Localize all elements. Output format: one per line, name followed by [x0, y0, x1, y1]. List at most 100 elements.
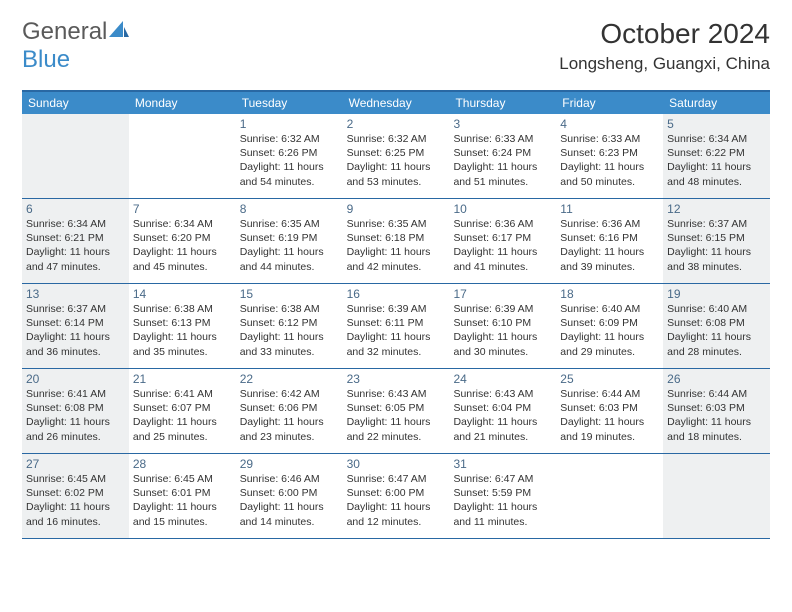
sunrise-text: Sunrise: 6:41 AM	[26, 387, 125, 401]
sunrise-text: Sunrise: 6:43 AM	[347, 387, 446, 401]
sunset-text: Sunset: 6:08 PM	[667, 316, 766, 330]
sunset-text: Sunset: 6:00 PM	[347, 486, 446, 500]
daylight-text: Daylight: 11 hours and 23 minutes.	[240, 415, 339, 443]
day-info: Sunrise: 6:32 AMSunset: 6:25 PMDaylight:…	[347, 132, 446, 189]
day-number: 13	[26, 287, 125, 301]
daylight-text: Daylight: 11 hours and 36 minutes.	[26, 330, 125, 358]
sunrise-text: Sunrise: 6:37 AM	[26, 302, 125, 316]
day-cell: 9Sunrise: 6:35 AMSunset: 6:18 PMDaylight…	[343, 199, 450, 283]
day-header: Monday	[129, 92, 236, 114]
day-info: Sunrise: 6:37 AMSunset: 6:15 PMDaylight:…	[667, 217, 766, 274]
daylight-text: Daylight: 11 hours and 54 minutes.	[240, 160, 339, 188]
sunset-text: Sunset: 6:10 PM	[453, 316, 552, 330]
day-number: 11	[560, 202, 659, 216]
day-cell: 22Sunrise: 6:42 AMSunset: 6:06 PMDayligh…	[236, 369, 343, 453]
sunset-text: Sunset: 6:00 PM	[240, 486, 339, 500]
day-cell: 17Sunrise: 6:39 AMSunset: 6:10 PMDayligh…	[449, 284, 556, 368]
sunset-text: Sunset: 6:01 PM	[133, 486, 232, 500]
day-header: Tuesday	[236, 92, 343, 114]
sunset-text: Sunset: 6:03 PM	[667, 401, 766, 415]
day-cell: 30Sunrise: 6:47 AMSunset: 6:00 PMDayligh…	[343, 454, 450, 538]
location: Longsheng, Guangxi, China	[559, 54, 770, 74]
sunrise-text: Sunrise: 6:35 AM	[347, 217, 446, 231]
logo: GeneralBlue	[22, 18, 129, 74]
sunset-text: Sunset: 6:07 PM	[133, 401, 232, 415]
week-row: 6Sunrise: 6:34 AMSunset: 6:21 PMDaylight…	[22, 199, 770, 284]
day-info: Sunrise: 6:34 AMSunset: 6:21 PMDaylight:…	[26, 217, 125, 274]
sunrise-text: Sunrise: 6:45 AM	[26, 472, 125, 486]
sunrise-text: Sunrise: 6:32 AM	[347, 132, 446, 146]
day-info: Sunrise: 6:39 AMSunset: 6:11 PMDaylight:…	[347, 302, 446, 359]
day-number: 24	[453, 372, 552, 386]
day-number: 5	[667, 117, 766, 131]
day-info: Sunrise: 6:47 AMSunset: 5:59 PMDaylight:…	[453, 472, 552, 529]
day-cell: 28Sunrise: 6:45 AMSunset: 6:01 PMDayligh…	[129, 454, 236, 538]
day-number: 19	[667, 287, 766, 301]
day-number: 28	[133, 457, 232, 471]
day-header: Thursday	[449, 92, 556, 114]
day-number: 2	[347, 117, 446, 131]
daylight-text: Daylight: 11 hours and 16 minutes.	[26, 500, 125, 528]
sunrise-text: Sunrise: 6:32 AM	[240, 132, 339, 146]
sunset-text: Sunset: 6:04 PM	[453, 401, 552, 415]
sunrise-text: Sunrise: 6:46 AM	[240, 472, 339, 486]
sunrise-text: Sunrise: 6:38 AM	[240, 302, 339, 316]
day-cell: 19Sunrise: 6:40 AMSunset: 6:08 PMDayligh…	[663, 284, 770, 368]
day-header: Saturday	[663, 92, 770, 114]
day-number: 31	[453, 457, 552, 471]
daylight-text: Daylight: 11 hours and 50 minutes.	[560, 160, 659, 188]
week-row: 1Sunrise: 6:32 AMSunset: 6:26 PMDaylight…	[22, 114, 770, 199]
day-number: 25	[560, 372, 659, 386]
daylight-text: Daylight: 11 hours and 42 minutes.	[347, 245, 446, 273]
day-header: Sunday	[22, 92, 129, 114]
day-number: 3	[453, 117, 552, 131]
sunset-text: Sunset: 6:11 PM	[347, 316, 446, 330]
day-info: Sunrise: 6:36 AMSunset: 6:16 PMDaylight:…	[560, 217, 659, 274]
day-cell: 20Sunrise: 6:41 AMSunset: 6:08 PMDayligh…	[22, 369, 129, 453]
day-info: Sunrise: 6:34 AMSunset: 6:22 PMDaylight:…	[667, 132, 766, 189]
daylight-text: Daylight: 11 hours and 29 minutes.	[560, 330, 659, 358]
day-cell: 23Sunrise: 6:43 AMSunset: 6:05 PMDayligh…	[343, 369, 450, 453]
day-number: 15	[240, 287, 339, 301]
daylight-text: Daylight: 11 hours and 41 minutes.	[453, 245, 552, 273]
sunrise-text: Sunrise: 6:47 AM	[453, 472, 552, 486]
day-number: 12	[667, 202, 766, 216]
daylight-text: Daylight: 11 hours and 47 minutes.	[26, 245, 125, 273]
day-cell: 14Sunrise: 6:38 AMSunset: 6:13 PMDayligh…	[129, 284, 236, 368]
day-cell: 7Sunrise: 6:34 AMSunset: 6:20 PMDaylight…	[129, 199, 236, 283]
day-cell: 16Sunrise: 6:39 AMSunset: 6:11 PMDayligh…	[343, 284, 450, 368]
day-number: 29	[240, 457, 339, 471]
day-cell: 15Sunrise: 6:38 AMSunset: 6:12 PMDayligh…	[236, 284, 343, 368]
day-number: 9	[347, 202, 446, 216]
day-number: 30	[347, 457, 446, 471]
sunset-text: Sunset: 6:19 PM	[240, 231, 339, 245]
day-cell: 13Sunrise: 6:37 AMSunset: 6:14 PMDayligh…	[22, 284, 129, 368]
sunrise-text: Sunrise: 6:33 AM	[560, 132, 659, 146]
sunrise-text: Sunrise: 6:39 AM	[347, 302, 446, 316]
daylight-text: Daylight: 11 hours and 22 minutes.	[347, 415, 446, 443]
empty-cell	[556, 454, 663, 538]
daylight-text: Daylight: 11 hours and 32 minutes.	[347, 330, 446, 358]
sunset-text: Sunset: 6:14 PM	[26, 316, 125, 330]
daylight-text: Daylight: 11 hours and 26 minutes.	[26, 415, 125, 443]
empty-cell	[22, 114, 129, 198]
sunset-text: Sunset: 6:06 PM	[240, 401, 339, 415]
sunrise-text: Sunrise: 6:40 AM	[667, 302, 766, 316]
sunrise-text: Sunrise: 6:44 AM	[667, 387, 766, 401]
daylight-text: Daylight: 11 hours and 19 minutes.	[560, 415, 659, 443]
day-info: Sunrise: 6:39 AMSunset: 6:10 PMDaylight:…	[453, 302, 552, 359]
sunset-text: Sunset: 6:17 PM	[453, 231, 552, 245]
week-row: 27Sunrise: 6:45 AMSunset: 6:02 PMDayligh…	[22, 454, 770, 539]
daylight-text: Daylight: 11 hours and 53 minutes.	[347, 160, 446, 188]
day-number: 18	[560, 287, 659, 301]
day-number: 26	[667, 372, 766, 386]
sunset-text: Sunset: 6:09 PM	[560, 316, 659, 330]
header: GeneralBlue October 2024 Longsheng, Guan…	[22, 18, 770, 74]
sunset-text: Sunset: 6:16 PM	[560, 231, 659, 245]
day-info: Sunrise: 6:33 AMSunset: 6:24 PMDaylight:…	[453, 132, 552, 189]
logo-text: GeneralBlue	[22, 18, 129, 74]
day-number: 21	[133, 372, 232, 386]
sunset-text: Sunset: 6:05 PM	[347, 401, 446, 415]
sunrise-text: Sunrise: 6:33 AM	[453, 132, 552, 146]
sunrise-text: Sunrise: 6:34 AM	[26, 217, 125, 231]
